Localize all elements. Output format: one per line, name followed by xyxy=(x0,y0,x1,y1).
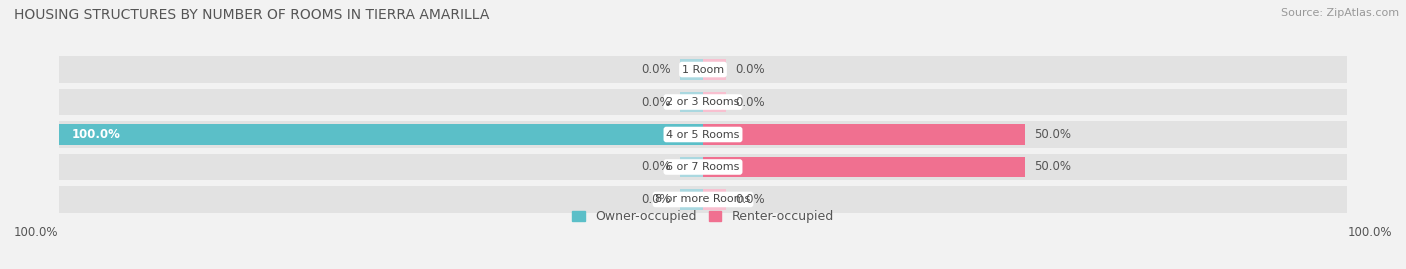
Text: HOUSING STRUCTURES BY NUMBER OF ROOMS IN TIERRA AMARILLA: HOUSING STRUCTURES BY NUMBER OF ROOMS IN… xyxy=(14,8,489,22)
Text: 50.0%: 50.0% xyxy=(1035,128,1071,141)
Bar xyxy=(681,92,703,112)
Text: 100.0%: 100.0% xyxy=(1347,226,1392,239)
Text: 100.0%: 100.0% xyxy=(72,128,121,141)
Text: 100.0%: 100.0% xyxy=(14,226,59,239)
Text: 0.0%: 0.0% xyxy=(641,63,671,76)
Bar xyxy=(703,59,725,80)
Text: 0.0%: 0.0% xyxy=(735,95,765,108)
Bar xyxy=(59,186,1347,213)
Text: 0.0%: 0.0% xyxy=(641,193,671,206)
Bar xyxy=(59,121,1347,148)
Text: 6 or 7 Rooms: 6 or 7 Rooms xyxy=(666,162,740,172)
Text: 0.0%: 0.0% xyxy=(735,193,765,206)
Bar xyxy=(59,56,1347,83)
Bar xyxy=(681,157,703,177)
Bar xyxy=(681,59,703,80)
Bar xyxy=(59,89,1347,115)
Text: 2 or 3 Rooms: 2 or 3 Rooms xyxy=(666,97,740,107)
Text: 8 or more Rooms: 8 or more Rooms xyxy=(655,194,751,204)
Text: 0.0%: 0.0% xyxy=(735,63,765,76)
Text: 0.0%: 0.0% xyxy=(641,161,671,174)
Bar xyxy=(681,189,703,210)
Bar xyxy=(703,92,725,112)
Text: 4 or 5 Rooms: 4 or 5 Rooms xyxy=(666,129,740,140)
Bar xyxy=(703,189,725,210)
Legend: Owner-occupied, Renter-occupied: Owner-occupied, Renter-occupied xyxy=(568,205,838,228)
Bar xyxy=(59,154,1347,180)
Bar xyxy=(59,125,703,144)
Bar xyxy=(703,157,1025,177)
Text: Source: ZipAtlas.com: Source: ZipAtlas.com xyxy=(1281,8,1399,18)
Text: 0.0%: 0.0% xyxy=(641,95,671,108)
Bar xyxy=(703,125,1025,144)
Text: 50.0%: 50.0% xyxy=(1035,161,1071,174)
Text: 1 Room: 1 Room xyxy=(682,65,724,75)
